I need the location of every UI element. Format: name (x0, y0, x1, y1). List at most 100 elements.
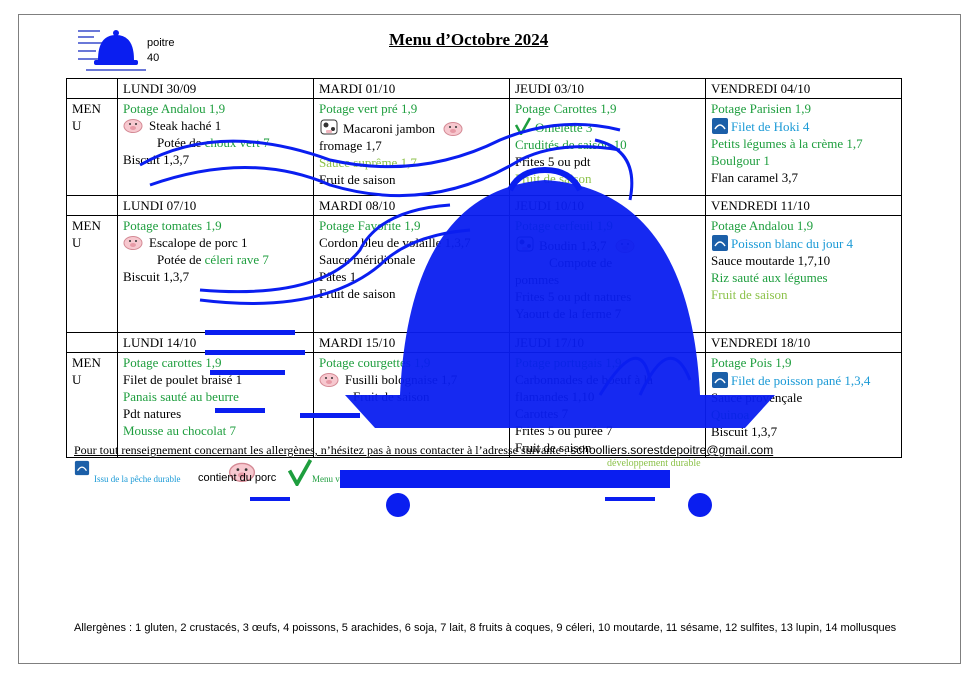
dish-item: Filet de poulet braisé 1 (123, 372, 243, 387)
dish-line: Steak haché 1 (123, 117, 308, 134)
corner-cell (66, 78, 118, 99)
logo-text-line-2: 40 (147, 52, 160, 64)
day-header: JEUDI 03/10 (509, 78, 706, 99)
soup-item: Potage Andalou 1,9 (123, 101, 226, 116)
dish-item: Filet de Hoki 4 (731, 119, 810, 134)
dish-item: flamandes 1,10 (515, 389, 595, 404)
dessert-item: Fruit de saison (353, 389, 430, 404)
dessert-item: Fruit de saison (515, 171, 592, 186)
corner-cell (66, 332, 118, 353)
dish-item: Boudin 1,3,7 (539, 238, 607, 253)
day-header: JEUDI 17/10 (509, 332, 706, 353)
week-3-header-row: LUNDI 14/10 MARDI 15/10 JEUDI 17/10 VEND… (66, 332, 902, 353)
dish-item: Filet de poisson pané 1,3,4 (731, 373, 871, 388)
allergen-list: Allergènes : 1 gluten, 2 crustacés, 3 œu… (74, 622, 897, 634)
pig-icon (443, 122, 463, 136)
menu-label-line: MEN (72, 218, 101, 233)
dish-line: Escalope de porc 1 (123, 234, 308, 251)
dish-item: Fusilli bolognaise 1,7 (345, 372, 458, 387)
soup-item: Potage portugais 1,9 (515, 355, 622, 370)
pig-icon (123, 119, 143, 133)
soup-item: Potage carottes 1,9 (123, 355, 222, 370)
menu-label-line: MEN (72, 355, 101, 370)
legend-local-farm: Production ferme locale (412, 474, 499, 484)
dish-item: Macaroni jambon (343, 121, 436, 136)
dish-item: Omelette 3 (535, 120, 593, 135)
dish-item: Sauce méridionale (319, 252, 416, 267)
week-2-menu-row: MEN U Potage tomates 1,9 Escalope de por… (66, 215, 902, 333)
soup-item: Potage cerfeuil 1,9 (515, 218, 613, 233)
soup-item: Potage Favorite 1,9 (319, 218, 421, 233)
day-header: VENDREDI 18/10 (705, 332, 902, 353)
day-cell-tuesday: Potage Favorite 1,9 Cordon bleu de volai… (313, 215, 510, 333)
soup-item: Potage vert pré 1,9 (319, 101, 418, 116)
cow-icon (516, 236, 534, 252)
day-cell-monday: Potage carottes 1,9 Filet de poulet brai… (117, 352, 314, 458)
pig-icon (319, 373, 339, 387)
vegetarian-check-icon (515, 117, 531, 135)
dish-item: Pdt natures (123, 406, 182, 421)
dessert-item: Mousse au chocolat 7 (123, 423, 237, 438)
dish-item: Carottes 7 (515, 406, 569, 421)
dish-item: Sauce moutarde 1,7,10 (711, 253, 831, 268)
dish-line: Potée de choux vert 7 (123, 134, 308, 151)
dish-item: Panais sauté au beurre (123, 389, 239, 404)
dish-item: choux vert 7 (204, 135, 270, 150)
dish-line: Filet de Hoki 4 (711, 117, 896, 135)
soup-item: Potage Andalou 1,9 (711, 218, 814, 233)
day-header: MARDI 08/10 (313, 195, 510, 216)
dessert-item: Biscuit 1,3,7 (123, 152, 190, 167)
day-cell-thursday: Potage cerfeuil 1,9 Boudin 1,3,7 Compote… (509, 215, 706, 333)
day-cell-friday: Potage Andalou 1,9 Poisson blanc du jour… (705, 215, 902, 333)
dessert-item: Yaourt de la ferme 7 (515, 306, 622, 321)
week-2-header-row: LUNDI 07/10 MARDI 08/10 JEUDI 10/10 VEND… (66, 195, 902, 216)
allergen-contact-line: Pour tout renseignement concernant les a… (74, 443, 773, 458)
legend-sustainable-development: développement durable (607, 458, 701, 469)
legend-sustainable-fishing: Issu de la pêche durable (94, 474, 181, 484)
contact-email-link[interactable]: schoolliers.sorestdepoitre@gmail.com (570, 443, 774, 457)
dish-item: Frites 5 ou pdt natures (515, 289, 632, 304)
day-header: MARDI 01/10 (313, 78, 510, 99)
dish-line: Boudin 1,3,7 (515, 234, 700, 254)
day-header: VENDREDI 04/10 (705, 78, 902, 99)
legend-contains-pork: contient du porc (198, 472, 277, 484)
soup-item: Potage Parisien 1,9 (711, 101, 812, 116)
pig-icon (615, 239, 635, 253)
menu-label-cell: MEN U (66, 352, 118, 458)
dish-item: Steak haché 1 (149, 118, 222, 133)
day-header: VENDREDI 11/10 (705, 195, 902, 216)
dish-item: Frites 5 ou pdt (515, 154, 591, 169)
dish-line: Potée de céleri rave 7 (123, 251, 308, 268)
fish-msc-icon (712, 118, 728, 134)
cow-icon (320, 119, 338, 135)
vegetarian-check-icon (288, 459, 312, 486)
dessert-item: Fruit de saison (319, 172, 396, 187)
cow-icon (545, 470, 565, 488)
logo-text: poitre 40 (147, 36, 175, 66)
dish-item: Sauce provençale (711, 390, 803, 405)
week-1-menu-row: MEN U Potage Andalou 1,9 Steak haché 1 P… (66, 98, 902, 196)
logo-text-line-1: poitre (147, 37, 175, 49)
day-header: LUNDI 14/10 (117, 332, 314, 353)
legend-vegetarian: Menu végétarien (312, 474, 373, 484)
dish-item: Quinoa (711, 407, 750, 422)
menu-label-line: U (72, 235, 82, 250)
dish-item: pommes (515, 272, 560, 287)
fish-msc-icon (712, 235, 728, 251)
day-header: MARDI 15/10 (313, 332, 510, 353)
dish-line: Fusilli bolognaise 1,7 (319, 371, 504, 388)
menu-table: LUNDI 30/09 MARDI 01/10 JEUDI 03/10 VEND… (66, 78, 902, 458)
dish-item: Boulgour 1 (711, 153, 770, 168)
fish-msc-icon (74, 460, 90, 476)
menu-label-line: MEN (72, 101, 101, 116)
page-title: Menu d’Octobre 2024 (389, 30, 549, 49)
dish-item: Sauce suprême 1,7 (319, 155, 417, 170)
day-cell-tuesday: Potage courgettes 1,9 Fusilli bolognaise… (313, 352, 510, 458)
soup-item: Potage tomates 1,9 (123, 218, 222, 233)
soup-item: Potage courgettes 1,9 (319, 355, 431, 370)
day-header: LUNDI 07/10 (117, 195, 314, 216)
dish-item: Poisson blanc du jour 4 (731, 236, 854, 251)
dish-line: Filet de poisson pané 1,3,4 (711, 371, 896, 389)
dessert-item: Fruit de saison (319, 286, 396, 301)
day-cell-monday: Potage tomates 1,9 Escalope de porc 1 Po… (117, 215, 314, 333)
